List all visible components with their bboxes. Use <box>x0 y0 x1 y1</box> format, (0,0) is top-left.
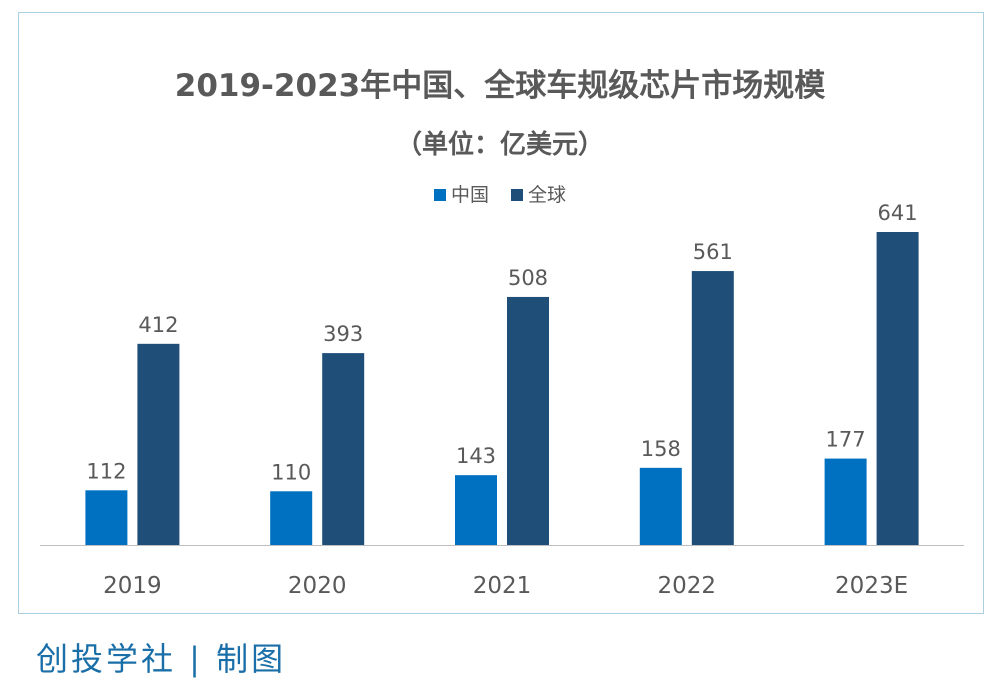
bar-global-2019 <box>137 343 180 545</box>
bar-global-2020 <box>322 353 365 545</box>
data-label-global-2022: 561 <box>693 240 733 264</box>
data-label-global-2021: 508 <box>508 266 548 290</box>
data-label-china-2022: 158 <box>641 437 681 461</box>
bar-china-2023E <box>824 458 867 545</box>
bar-global-2022 <box>691 271 734 545</box>
data-label-china-2021: 143 <box>456 444 496 468</box>
legend-label-china: 中国 <box>450 184 489 206</box>
legend-item-china: 中国 <box>433 180 489 207</box>
chart-subtitle: （单位：亿美元） <box>395 130 604 160</box>
legend-swatch-global <box>511 189 524 201</box>
legend-swatch-china <box>433 189 446 201</box>
legend: 中国 全球 <box>0 180 1000 207</box>
x-tick-label-2019: 2019 <box>103 573 162 599</box>
data-label-china-2019: 112 <box>86 459 126 483</box>
data-label-global-2023E: 641 <box>878 201 918 225</box>
bar-global-2023E <box>876 231 919 545</box>
bar-china-2022 <box>639 467 682 545</box>
footer-credit: 创投学社 | 制图 <box>36 640 287 678</box>
x-tick-label-2020: 2020 <box>288 573 347 599</box>
bar-global-2021 <box>507 296 549 545</box>
chart-title: 2019-2023年中国、全球车规级芯片市场规模 <box>174 68 826 104</box>
data-label-global-2020: 393 <box>323 322 363 346</box>
data-label-china-2020: 110 <box>271 460 311 484</box>
x-tick-label-2022: 2022 <box>658 573 717 599</box>
bar-china-2021 <box>455 475 497 545</box>
bar-china-2020 <box>270 491 313 545</box>
x-tick-label-2021: 2021 <box>473 573 532 599</box>
legend-label-global: 全球 <box>528 184 567 206</box>
data-label-global-2019: 412 <box>138 313 178 337</box>
x-tick-label-2023E: 2023E <box>835 573 908 599</box>
data-label-china-2023E: 177 <box>826 428 866 452</box>
bar-china-2019 <box>85 490 128 545</box>
legend-item-global: 全球 <box>511 180 566 207</box>
